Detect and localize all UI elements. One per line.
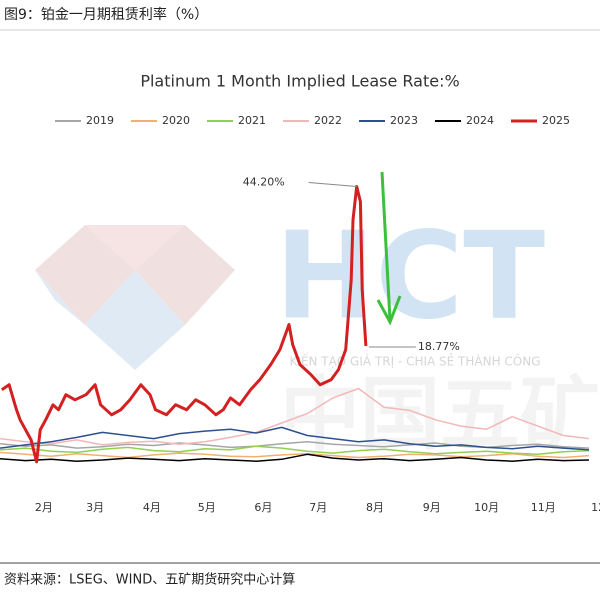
series-line [0,185,368,464]
header-title: 图9：铂金一月期租赁利率（%） [4,6,208,23]
x-tick-label: 3月 [86,501,104,514]
series-line [0,445,590,456]
series-line [0,426,590,451]
legend-label: 2024 [466,114,494,127]
x-tick-label: 6月 [254,501,272,514]
wm-diamond [85,225,185,270]
wm-slogan: KIẾN TẠO GIÁ TRỊ - CHIA SẺ THÀNH CÔNG [289,353,540,369]
x-tick-label: 12 [591,501,600,514]
x-tick-label: 2月 [35,501,53,514]
x-tick-label: 5月 [198,501,216,514]
annotation-label: 18.77% [418,340,460,353]
wm-logo: HCT [275,208,545,347]
legend-label: 2022 [314,114,342,127]
x-tick-label: 11月 [531,501,556,514]
footer-source: 资料来源：LSEG、WIND、五矿期货研究中心计算 [4,572,295,588]
legend-label: 2020 [162,114,190,127]
annotation-label: 44.20% [243,176,285,189]
legend-label: 2025 [542,114,570,127]
wm-diamond [135,225,235,325]
series-line [0,387,590,446]
legend-label: 2023 [390,114,418,127]
x-tick-label: 7月 [309,501,327,514]
x-tick-label: 4月 [143,501,161,514]
legend-label: 2019 [86,114,114,127]
legend-label: 2021 [238,114,266,127]
x-tick-label: 8月 [366,501,384,514]
series-line [0,453,590,462]
wm-diamond [35,270,85,325]
trend-arrow-head [376,295,402,326]
series-line [0,451,590,459]
plot: 2月 3月 4月 5月 6月 7月 8月 9月 10月 11月 12 2019 2020 2021 2022… [0,114,600,514]
trend-arrow [380,171,392,321]
annotation-leader [308,182,357,188]
wm-diamond [35,225,135,325]
chart-title: Platinum 1 Month Implied Lease Rate:% [140,72,459,91]
wm-diamond [85,270,185,370]
x-tick-label: 9月 [423,501,441,514]
x-tick-label: 10月 [474,501,499,514]
watermark: HCT KIẾN TẠO GIÁ TRỊ - CHIA SẺ THÀNH CÔN… [35,208,600,461]
